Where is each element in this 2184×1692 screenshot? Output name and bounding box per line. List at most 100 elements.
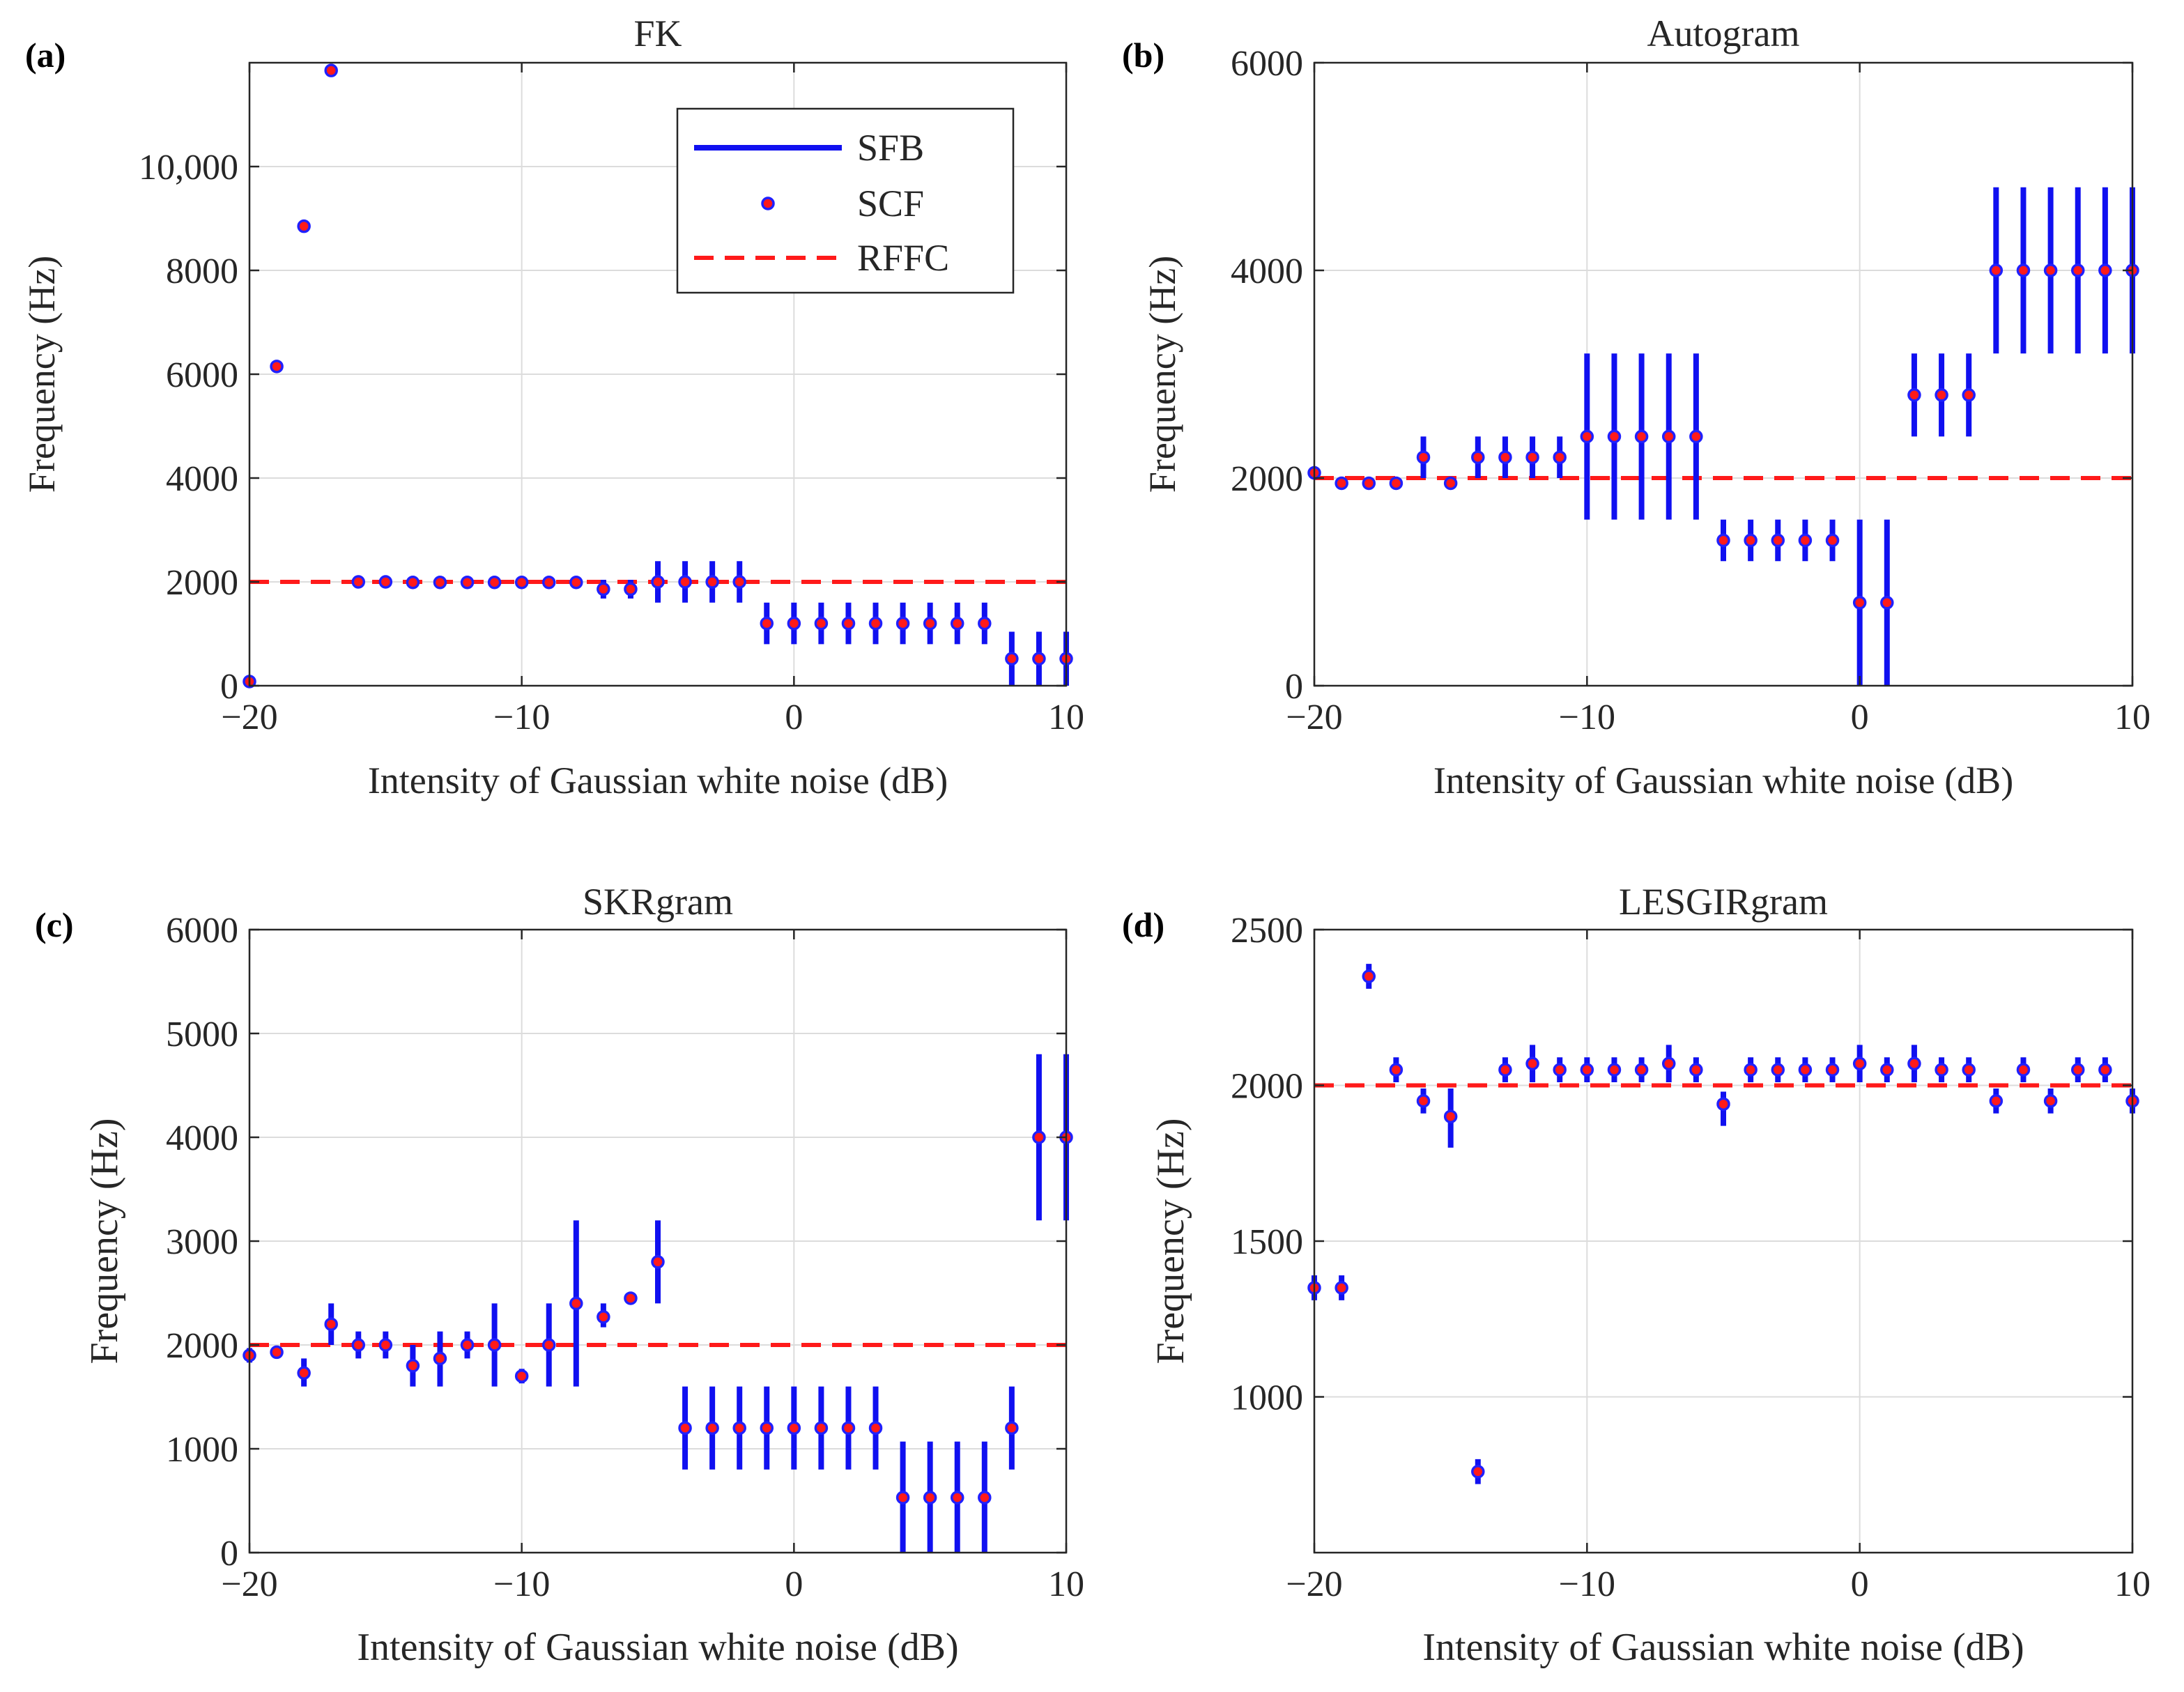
- x-tick-label: 10: [2114, 698, 2151, 737]
- scf-marker: [1607, 1063, 1622, 1077]
- scf-marker: [351, 1338, 366, 1352]
- x-tick-label: 10: [1048, 1564, 1084, 1604]
- scf-marker: [1989, 1094, 2004, 1108]
- scf-marker: [950, 1491, 964, 1505]
- scf-marker: [1525, 1056, 1539, 1070]
- y-tick-label: 1000: [1231, 1378, 1303, 1418]
- scf-marker: [1580, 429, 1594, 444]
- y-axis-label: Frequency (Hz): [1141, 256, 1183, 493]
- scf-marker: [787, 1421, 801, 1435]
- scf-marker: [1005, 1421, 1019, 1435]
- y-axis-label: Frequency (Hz): [83, 1118, 126, 1364]
- scf-marker: [1689, 429, 1703, 444]
- scf-marker: [868, 616, 883, 631]
- chart-title: LESGIRgram: [1619, 881, 1828, 923]
- chart-panel-1: −20 −10 0 10 0 2000 4000 6000 8000 10,000 FK Intens…: [21, 13, 1084, 801]
- scf-marker: [406, 575, 420, 590]
- panel-letter: (c): [35, 905, 74, 944]
- scf-marker: [1525, 450, 1539, 464]
- scf-marker: [1607, 429, 1622, 444]
- scf-marker: [1634, 429, 1649, 444]
- scf-marker: [378, 1338, 393, 1352]
- x-axis-label: Intensity of Gaussian white noise (dB): [1422, 1626, 2024, 1669]
- scf-marker: [678, 575, 692, 589]
- x-tick-label: 0: [1851, 698, 1869, 737]
- y-tick-label: 6000: [166, 911, 238, 951]
- y-tick-label: 4000: [166, 459, 238, 499]
- scf-marker: [1335, 476, 1348, 491]
- scf-marker: [1935, 1063, 1948, 1077]
- scf-marker: [1416, 1094, 1431, 1108]
- scf-marker: [569, 1296, 583, 1311]
- x-tick-label: −10: [493, 698, 550, 737]
- scf-marker: [1798, 533, 1813, 548]
- scf-marker: [2070, 1063, 2085, 1077]
- x-tick-label: −20: [221, 698, 277, 737]
- scf-marker: [978, 1491, 992, 1505]
- scf-marker: [1498, 1063, 1512, 1077]
- scf-marker: [732, 575, 746, 589]
- x-tick-label: −20: [1286, 1564, 1342, 1604]
- scf-marker: [351, 575, 366, 589]
- scf-marker: [406, 1359, 420, 1373]
- scf-marker: [1634, 1063, 1649, 1077]
- x-axis-label: Intensity of Gaussian white noise (dB): [368, 760, 948, 801]
- scf-marker: [541, 1338, 556, 1352]
- plot-area: [1314, 63, 2132, 686]
- x-tick-label: 0: [1851, 1564, 1869, 1604]
- scf-marker: [2043, 1094, 2058, 1108]
- scf-marker: [1389, 1063, 1404, 1077]
- legend-sfb-label: SFB: [857, 127, 924, 169]
- scf-marker: [1989, 263, 2004, 277]
- scf-marker: [433, 575, 447, 590]
- scf-marker: [1553, 450, 1567, 464]
- scf-marker: [270, 360, 284, 374]
- scf-marker: [1661, 1056, 1676, 1070]
- scf-marker: [2098, 263, 2112, 277]
- x-tick-label: −20: [1286, 698, 1342, 737]
- scf-marker: [541, 575, 556, 590]
- scf-marker: [2016, 263, 2031, 277]
- scf-marker: [624, 582, 638, 597]
- scf-marker: [1771, 1063, 1785, 1077]
- scf-marker: [324, 1317, 338, 1331]
- y-tick-label: 6000: [1231, 44, 1303, 84]
- scf-marker: [1825, 533, 1840, 548]
- scf-marker: [1471, 1465, 1485, 1479]
- y-tick-label: 10,000: [139, 148, 238, 187]
- scf-marker: [1498, 450, 1512, 464]
- y-tick-label: 4000: [166, 1118, 238, 1158]
- scf-marker: [1032, 652, 1046, 666]
- x-tick-label: 0: [785, 698, 803, 737]
- scf-marker: [1005, 652, 1019, 666]
- y-tick-label: 0: [1285, 667, 1303, 707]
- y-tick-label: 1000: [166, 1430, 238, 1470]
- scf-marker: [1880, 1063, 1894, 1077]
- scf-marker: [1032, 1130, 1046, 1144]
- y-axis-label: Frequency (Hz): [1149, 1118, 1192, 1364]
- scf-marker: [1443, 1109, 1458, 1123]
- scf-marker: [514, 575, 529, 590]
- scf-marker: [732, 1421, 746, 1435]
- y-tick-label: 8000: [166, 252, 238, 291]
- scf-marker: [433, 1351, 447, 1366]
- scf-marker: [514, 1369, 529, 1383]
- panel-letter: (b): [1122, 36, 1164, 75]
- scf-marker: [2043, 263, 2058, 277]
- scf-marker: [1362, 476, 1376, 491]
- scf-marker: [978, 616, 992, 631]
- scf-marker: [569, 575, 583, 590]
- y-tick-label: 2500: [1231, 911, 1303, 951]
- scf-marker: [1661, 429, 1676, 444]
- scf-marker: [895, 1491, 910, 1505]
- scf-marker: [1935, 388, 1948, 402]
- scf-marker: [597, 582, 610, 597]
- scf-marker: [841, 1421, 856, 1435]
- scf-marker: [1744, 1063, 1758, 1077]
- scf-marker: [651, 1255, 665, 1269]
- scf-marker: [1825, 1063, 1840, 1077]
- scf-marker: [1335, 1281, 1348, 1295]
- scf-marker: [1962, 1063, 1976, 1077]
- x-tick-label: 10: [2114, 1564, 2151, 1604]
- x-axis-label: Intensity of Gaussian white noise (dB): [357, 1626, 958, 1669]
